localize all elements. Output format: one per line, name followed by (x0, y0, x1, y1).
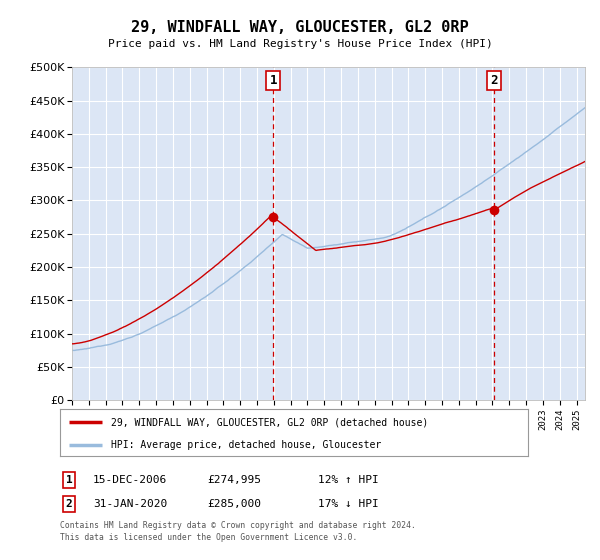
Text: £285,000: £285,000 (207, 499, 261, 509)
Text: Contains HM Land Registry data © Crown copyright and database right 2024.: Contains HM Land Registry data © Crown c… (60, 521, 416, 530)
Text: 2: 2 (65, 499, 73, 509)
Text: This data is licensed under the Open Government Licence v3.0.: This data is licensed under the Open Gov… (60, 533, 358, 542)
Text: £274,995: £274,995 (207, 475, 261, 485)
Text: 12% ↑ HPI: 12% ↑ HPI (318, 475, 379, 485)
Text: 31-JAN-2020: 31-JAN-2020 (93, 499, 167, 509)
Text: 15-DEC-2006: 15-DEC-2006 (93, 475, 167, 485)
Text: 1: 1 (65, 475, 73, 485)
Text: 1: 1 (269, 74, 277, 87)
Text: Price paid vs. HM Land Registry's House Price Index (HPI): Price paid vs. HM Land Registry's House … (107, 39, 493, 49)
Text: 2: 2 (490, 74, 497, 87)
Text: 29, WINDFALL WAY, GLOUCESTER, GL2 0RP (detached house): 29, WINDFALL WAY, GLOUCESTER, GL2 0RP (d… (112, 417, 429, 427)
Text: 17% ↓ HPI: 17% ↓ HPI (318, 499, 379, 509)
Text: 29, WINDFALL WAY, GLOUCESTER, GL2 0RP: 29, WINDFALL WAY, GLOUCESTER, GL2 0RP (131, 20, 469, 35)
Text: HPI: Average price, detached house, Gloucester: HPI: Average price, detached house, Glou… (112, 440, 382, 450)
